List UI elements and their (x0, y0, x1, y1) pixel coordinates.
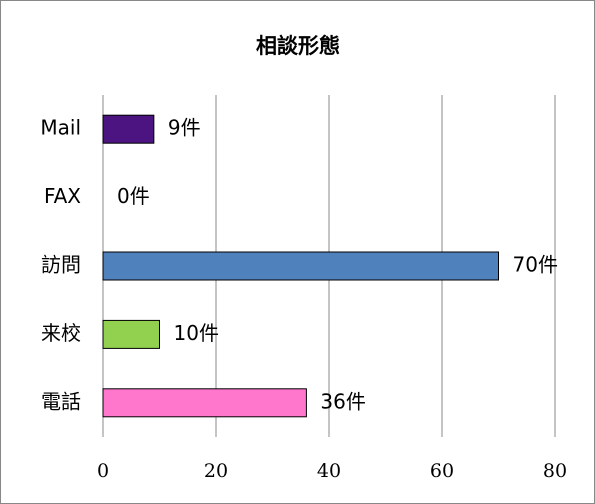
bar (102, 114, 155, 144)
bar (102, 251, 499, 281)
value-label: 9件 (168, 116, 201, 140)
y-tick-label: 来校 (41, 321, 81, 345)
x-tick-label: 40 (317, 460, 341, 482)
value-label: 36件 (320, 389, 365, 413)
value-label: 0件 (117, 184, 150, 208)
value-label: 10件 (174, 321, 219, 345)
y-tick-label: Mail (40, 116, 81, 140)
x-tick-label: 0 (97, 460, 109, 482)
bar (102, 319, 160, 349)
x-tick-label: 20 (204, 460, 228, 482)
y-tick-label: FAX (44, 184, 81, 208)
value-label: 70件 (513, 253, 558, 277)
x-tick-label: 60 (430, 460, 454, 482)
x-tick-label: 80 (543, 460, 567, 482)
bar (102, 388, 307, 418)
y-tick-label: 訪問 (41, 253, 81, 277)
y-tick-label: 電話 (41, 389, 81, 413)
chart-title: 相談形態 (256, 34, 340, 58)
